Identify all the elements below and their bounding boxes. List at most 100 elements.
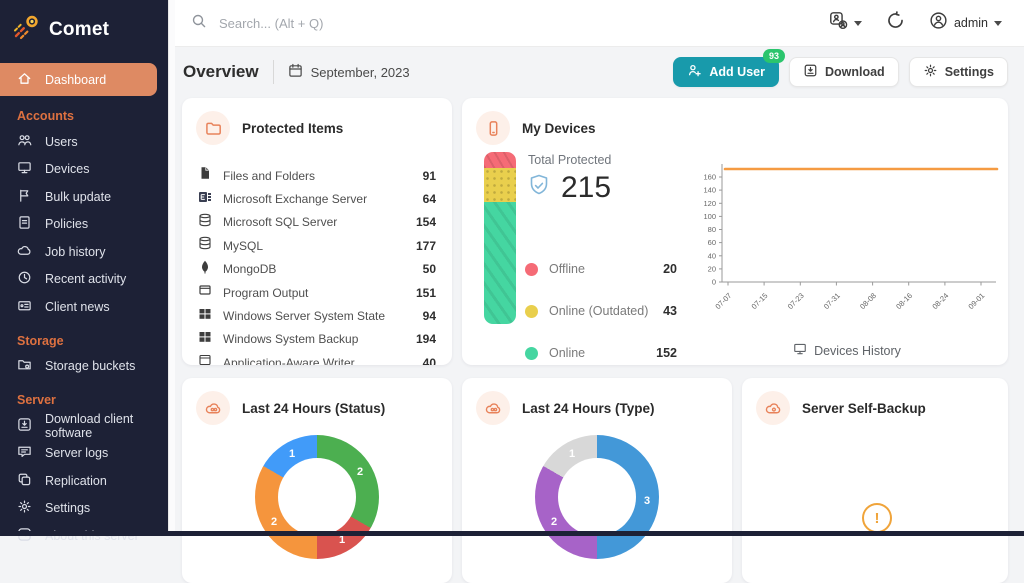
sidebar-item-bulk-update[interactable]: Bulk update: [0, 183, 168, 211]
devices-history-caption: Devices History: [694, 342, 1000, 359]
cloud-icon: [17, 243, 32, 261]
settings-button[interactable]: Settings: [908, 57, 1008, 87]
sidebar-item-storage-buckets[interactable]: Storage buckets: [0, 353, 168, 381]
sidebar-item-devices[interactable]: Devices: [0, 156, 168, 184]
windows-icon: [198, 330, 212, 349]
slice-label: 1: [288, 448, 296, 460]
card-header: Server Self-Backup: [742, 378, 1008, 438]
sidebar-item-recent-activity[interactable]: Recent activity: [0, 266, 168, 294]
server-self-backup-card: Server Self-Backup !: [742, 378, 1008, 583]
sidebar-item-job-history[interactable]: Job history: [0, 238, 168, 266]
slice-label: 1: [568, 448, 576, 460]
users-icon: [17, 133, 32, 151]
sidebar-item-policies[interactable]: Policies: [0, 211, 168, 239]
period-label: September, 2023: [310, 64, 410, 80]
sidebar-item-dashboard[interactable]: Dashboard: [0, 63, 157, 96]
chat-icon: [17, 444, 32, 462]
refresh-icon: [886, 11, 905, 35]
topbar-actions: admin: [829, 11, 1024, 35]
clock-icon: [17, 270, 32, 288]
list-item[interactable]: MySQL 177: [198, 234, 436, 257]
device-status-bar: [484, 152, 516, 324]
sidebar-item-download-client[interactable]: Download client software: [0, 412, 168, 440]
svg-text:40: 40: [708, 251, 716, 260]
list-item[interactable]: Microsoft Exchange Server 64: [198, 187, 436, 210]
card-title: My Devices: [522, 120, 596, 136]
sidebar-item-label: Server logs: [45, 446, 109, 461]
online-dot-icon: [525, 346, 538, 360]
sidebar-item-users[interactable]: Users: [0, 128, 168, 156]
list-item[interactable]: Microsoft SQL Server 154: [198, 211, 436, 234]
exchange-icon: [198, 190, 212, 209]
list-item[interactable]: Windows System Backup 194: [198, 328, 436, 351]
card-title: Server Self-Backup: [802, 400, 926, 416]
main-area: admin Overview September, 2023: [175, 0, 1024, 583]
type-donut-chart: 3 2 1: [535, 435, 659, 559]
svg-text:80: 80: [708, 225, 716, 234]
sidebar-item-label: Storage buckets: [45, 359, 136, 374]
windows-icon: [198, 307, 212, 326]
list-item[interactable]: Program Output 151: [198, 281, 436, 304]
protected-items-list: Files and Folders 91 Microsoft Exchange …: [182, 158, 452, 365]
download-button[interactable]: Download: [788, 57, 899, 87]
comet-logo-icon: [12, 12, 42, 47]
card-header: Last 24 Hours (Status): [182, 378, 452, 438]
settings-label: Settings: [944, 65, 994, 79]
add-user-button[interactable]: Add User 93: [673, 49, 785, 87]
my-devices-card: My Devices Total Protected 215 Offline 2…: [462, 98, 1008, 365]
user-name: admin: [953, 16, 988, 30]
search-input[interactable]: [217, 14, 541, 32]
slice-label: 2: [270, 516, 278, 528]
sidebar: Comet Dashboard Accounts Users Devices: [0, 0, 168, 543]
svg-text:20: 20: [708, 264, 716, 273]
mobile-device-icon: [476, 111, 510, 145]
offline-dot-icon: [525, 262, 538, 276]
sidebar-item-settings[interactable]: Settings: [0, 495, 168, 523]
gear-icon: [923, 63, 938, 81]
page-header: Overview September, 2023 Add User 93: [175, 46, 1024, 98]
sidebar-item-label: Users: [45, 134, 78, 149]
sidebar-item-replication[interactable]: Replication: [0, 467, 168, 495]
search-bar[interactable]: [175, 13, 829, 34]
download-icon: [803, 63, 818, 81]
header-divider: [272, 60, 274, 84]
app-logo[interactable]: Comet: [0, 0, 168, 57]
card-header: Protected Items: [182, 98, 452, 158]
news-icon: [17, 298, 32, 316]
period-selector[interactable]: September, 2023: [288, 63, 410, 81]
search-icon: [191, 13, 207, 34]
refresh-button[interactable]: [886, 11, 905, 35]
svg-text:08-24: 08-24: [930, 291, 950, 311]
cloud-backup-icon: [756, 391, 790, 425]
file-icon: [198, 166, 212, 185]
app-writer-icon: [198, 353, 212, 365]
sidebar-item-client-news[interactable]: Client news: [0, 293, 168, 321]
type-donut-card: Last 24 Hours (Type) 3 2 1: [462, 378, 732, 583]
svg-text:09-01: 09-01: [966, 291, 986, 311]
database-icon: [198, 236, 212, 255]
database-icon: [198, 213, 212, 232]
list-item[interactable]: MongoDB 50: [198, 258, 436, 281]
svg-text:160: 160: [703, 173, 716, 182]
list-item[interactable]: Application-Aware Writer 40: [198, 351, 436, 365]
sidebar-section-accounts: Accounts: [17, 109, 74, 123]
list-item[interactable]: Files and Folders 91: [198, 164, 436, 187]
download-icon: [17, 417, 32, 435]
copy-icon: [17, 472, 32, 490]
card-title: Last 24 Hours (Status): [242, 400, 386, 416]
device-legend: Offline 20 Online (Outdated) 43 Online 1…: [525, 248, 677, 374]
home-icon: [17, 71, 32, 89]
legend-item-online: Online 152: [525, 332, 677, 374]
calendar-icon: [288, 63, 303, 81]
monitor-icon: [17, 160, 32, 178]
list-item[interactable]: Windows Server System State 94: [198, 304, 436, 327]
download-label: Download: [824, 65, 885, 79]
status-donut-card: Last 24 Hours (Status) 2 1 2 1: [182, 378, 452, 583]
sidebar-scrollbar[interactable]: [168, 0, 175, 536]
user-menu-button[interactable]: admin: [929, 11, 1002, 35]
sidebar-item-label: Settings: [45, 501, 91, 516]
card-header: Last 24 Hours (Type): [462, 378, 732, 438]
sidebar-item-server-logs[interactable]: Server logs: [0, 440, 168, 468]
account-menu-button[interactable]: [829, 11, 862, 35]
program-window-icon: [198, 283, 212, 302]
